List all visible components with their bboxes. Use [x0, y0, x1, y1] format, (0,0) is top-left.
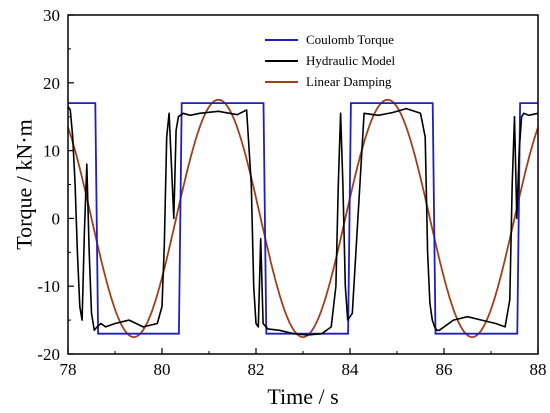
- series-line-hydraulic-model: [67, 106, 539, 336]
- y-tick-label: 30: [43, 6, 60, 25]
- x-axis-title: Time / s: [267, 384, 338, 409]
- x-tick-label: 80: [154, 360, 171, 379]
- plot-frame: [67, 14, 539, 355]
- axis-ticks: [67, 14, 539, 355]
- y-tick-label: 10: [43, 142, 60, 161]
- y-tick-label: 0: [52, 209, 61, 228]
- axis-tick-labels: 78 80 82 84 86 88 -20 -10 0 10 20 30: [37, 6, 546, 379]
- legend-label-hydraulic-model: Hydraulic Model: [306, 53, 396, 68]
- series-line-coulomb-torque: [68, 102, 538, 335]
- x-tick-label: 82: [248, 360, 265, 379]
- y-tick-label: -20: [37, 345, 60, 364]
- y-tick-label: 20: [43, 74, 60, 93]
- legend: Coulomb Torque Hydraulic Model Linear Da…: [265, 32, 396, 89]
- x-tick-label: 84: [342, 360, 360, 379]
- series-line-linear-damping: [67, 98, 539, 339]
- y-tick-label: -10: [37, 277, 60, 296]
- legend-label-coulomb-torque: Coulomb Torque: [306, 32, 394, 47]
- legend-label-linear-damping: Linear Damping: [306, 74, 392, 89]
- x-tick-label: 88: [530, 360, 547, 379]
- plot-lines: [67, 98, 539, 339]
- x-tick-label: 78: [60, 360, 77, 379]
- x-tick-label: 86: [436, 360, 453, 379]
- y-axis-title: Torque / kN·m: [12, 119, 37, 249]
